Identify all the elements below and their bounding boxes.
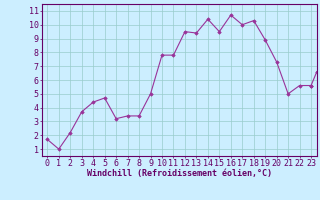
X-axis label: Windchill (Refroidissement éolien,°C): Windchill (Refroidissement éolien,°C) bbox=[87, 169, 272, 178]
